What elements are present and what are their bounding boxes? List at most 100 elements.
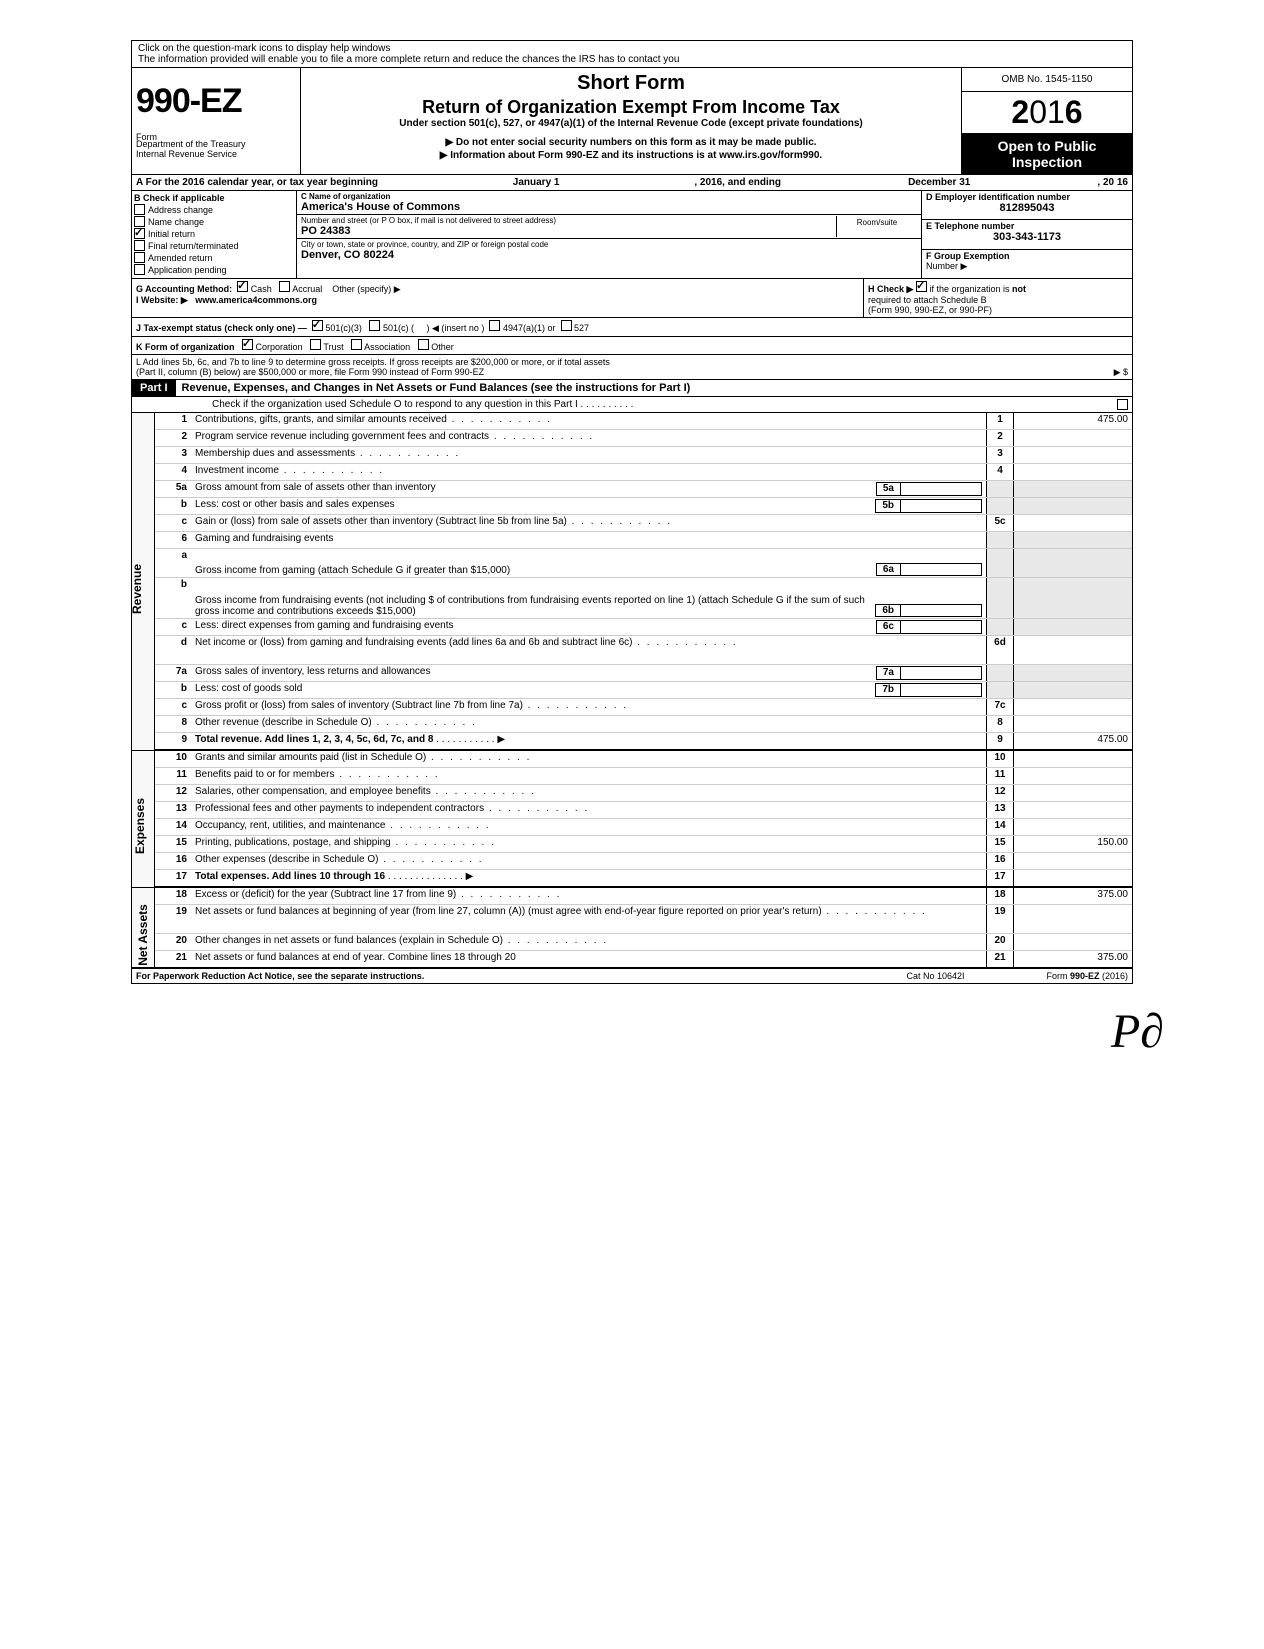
group-exemption-row: F Group Exemption Number ▶ [922,250,1132,278]
chk-501c[interactable] [369,320,380,331]
line-17: 17Total expenses. Add lines 10 through 1… [155,870,1132,887]
line-13: 13Professional fees and other payments t… [155,802,1132,819]
chk-h[interactable] [916,281,927,292]
form-number: 990-EZ [136,82,242,120]
chk-application-pending[interactable]: Application pending [134,264,294,275]
org-street: PO 24383 [301,225,836,237]
right-header-cell: OMB No. 1545-1150 2016 Open to Public In… [962,68,1132,174]
expenses-grid: Expenses 10Grants and similar amounts pa… [132,751,1132,888]
line-2: 2Program service revenue including gover… [155,430,1132,447]
line-k-form-of-org: K Form of organization Corporation Trust… [132,337,1132,355]
form-footer-id: Form 990-EZ (2016) [1046,971,1128,981]
ein-value: 812895043 [926,202,1128,214]
chk-cash[interactable] [237,281,248,292]
form-number-cell: Form 990-EZ Department of the Treasury I… [132,68,301,174]
revenue-grid: Revenue 1Contributions, gifts, grants, a… [132,413,1132,751]
website-url: www.america4commons.org [195,295,317,305]
line-6c: cLess: direct expenses from gaming and f… [155,619,1132,636]
line-6d: dNet income or (loss) from gaming and fu… [155,636,1132,665]
line-4: 4Investment income4 [155,464,1132,481]
chk-address-change[interactable]: Address change [134,204,294,215]
line-g-i-h: G Accounting Method: Cash Accrual Other … [132,279,1132,318]
line-15: 15Printing, publications, postage, and s… [155,836,1132,853]
info-url: ▶ Information about Form 990-EZ and its … [307,150,955,161]
netassets-side-label: Net Assets [132,888,155,967]
expenses-side-label: Expenses [132,751,155,887]
chk-initial-return[interactable]: Initial return [134,228,294,239]
part-i-header: Part I Revenue, Expenses, and Changes in… [132,380,1132,397]
org-name-row: C Name of organization America's House o… [297,191,921,215]
netassets-grid: Net Assets 18Excess or (deficit) for the… [132,888,1132,969]
dept-treasury: Department of the Treasury [136,139,296,149]
line-18: 18Excess or (deficit) for the year (Subt… [155,888,1132,905]
line-10: 10Grants and similar amounts paid (list … [155,751,1132,768]
revenue-side-label: Revenue [132,413,155,750]
chk-association[interactable] [351,339,362,350]
ssn-warning: ▶ Do not enter social security numbers o… [307,137,955,148]
open-inspection-badge: Open to Public Inspection [962,134,1132,174]
line-5b: bLess: cost or other basis and sales exp… [155,498,1132,515]
col-d-e-f: D Employer identification number 8128950… [922,191,1132,278]
line-g-left: G Accounting Method: Cash Accrual Other … [132,279,863,317]
chk-other-org[interactable] [418,339,429,350]
sub-title: Under section 501(c), 527, or 4947(a)(1)… [307,118,955,129]
chk-name-change[interactable]: Name change [134,216,294,227]
chk-4947[interactable] [489,320,500,331]
chk-amended-return[interactable]: Amended return [134,252,294,263]
tax-year: 2016 [962,92,1132,134]
line-j-tax-exempt: J Tax-exempt status (check only one) — 5… [132,318,1132,337]
line-6a: aGross income from gaming (attach Schedu… [155,549,1132,578]
omb-number: OMB No. 1545-1150 [962,68,1132,92]
line-5a: 5aGross amount from sale of assets other… [155,481,1132,498]
part-i-label: Part I [132,380,176,396]
cat-number: Cat No 10642I [906,971,1046,981]
org-street-row: Number and street (or P O box, if mail i… [297,215,921,239]
paperwork-notice: For Paperwork Reduction Act Notice, see … [136,971,906,981]
chk-527[interactable] [561,320,572,331]
ein-row: D Employer identification number 8128950… [922,191,1132,220]
org-name: America's House of Commons [301,201,917,213]
line-21: 21Net assets or fund balances at end of … [155,951,1132,967]
line-9: 9Total revenue. Add lines 1, 2, 3, 4, 5c… [155,733,1132,750]
line-7a: 7aGross sales of inventory, less returns… [155,665,1132,682]
chk-trust[interactable] [310,339,321,350]
form-header: Form 990-EZ Department of the Treasury I… [132,68,1132,175]
hint-text: Click on the question-mark icons to disp… [132,41,1132,68]
line-14: 14Occupancy, rent, utilities, and mainte… [155,819,1132,836]
line-a-tax-year: A For the 2016 calendar year, or tax yea… [132,175,1132,191]
form-word: Form [136,132,157,142]
chk-final-return[interactable]: Final return/terminated [134,240,294,251]
line-6b: bGross income from fundraising events (n… [155,578,1132,619]
line-3: 3Membership dues and assessments3 [155,447,1132,464]
org-city-row: City or town, state or province, country… [297,239,921,262]
line-l-gross-receipts: L Add lines 5b, 6c, and 7b to line 9 to … [132,355,1132,380]
chk-schedule-o[interactable] [1117,399,1128,410]
line-16: 16Other expenses (describe in Schedule O… [155,853,1132,870]
page-footer: For Paperwork Reduction Act Notice, see … [132,969,1132,983]
part-i-title: Revenue, Expenses, and Changes in Net As… [176,380,1132,396]
title-cell: Short Form Return of Organization Exempt… [301,68,962,174]
chk-501c3[interactable] [312,320,323,331]
line-11: 11Benefits paid to or for members11 [155,768,1132,785]
line-1: 1Contributions, gifts, grants, and simil… [155,413,1132,430]
line-19: 19Net assets or fund balances at beginni… [155,905,1132,934]
main-title: Return of Organization Exempt From Incom… [307,97,955,118]
section-b-through-f: B Check if applicable Address change Nam… [132,191,1132,279]
line-12: 12Salaries, other compensation, and empl… [155,785,1132,802]
col-c-org-info: C Name of organization America's House o… [297,191,922,278]
line-7c: cGross profit or (loss) from sales of in… [155,699,1132,716]
room-suite: Room/suite [836,216,917,237]
org-city: Denver, CO 80224 [301,249,917,261]
line-20: 20Other changes in net assets or fund ba… [155,934,1132,951]
chk-accrual[interactable] [279,281,290,292]
line-7b: bLess: cost of goods sold7b [155,682,1132,699]
form-990ez-page: Click on the question-mark icons to disp… [131,40,1133,984]
phone-value: 303-343-1173 [926,231,1128,243]
part-i-check-line: Check if the organization used Schedule … [132,397,1132,413]
short-form-label: Short Form [307,72,955,95]
hint-line2: The information provided will enable you… [138,54,1126,65]
line-h: H Check ▶ if the organization is not req… [863,279,1132,317]
line-5c: cGain or (loss) from sale of assets othe… [155,515,1132,532]
col-b-checkboxes: B Check if applicable Address change Nam… [132,191,297,278]
chk-corporation[interactable] [242,339,253,350]
